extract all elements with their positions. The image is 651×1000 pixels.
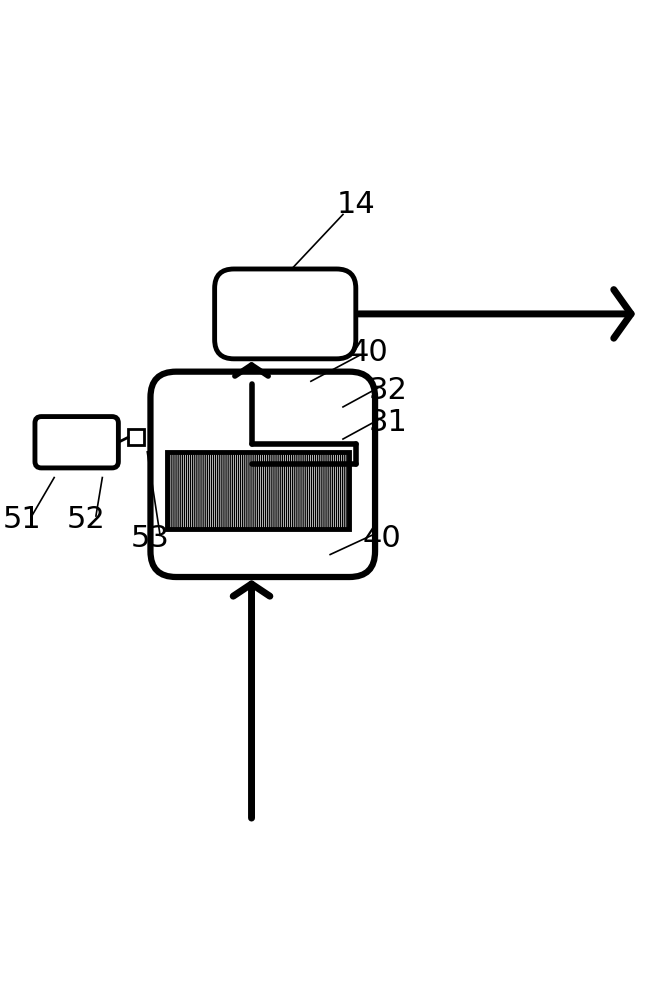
FancyBboxPatch shape <box>35 417 118 468</box>
Text: 40: 40 <box>362 524 401 553</box>
Text: 14: 14 <box>337 190 375 219</box>
FancyBboxPatch shape <box>215 269 356 359</box>
Bar <box>128 429 144 445</box>
Bar <box>167 452 350 529</box>
Text: 32: 32 <box>368 376 408 405</box>
FancyBboxPatch shape <box>150 372 375 577</box>
Text: 53: 53 <box>131 524 170 553</box>
Text: 40: 40 <box>350 338 388 367</box>
Text: 51: 51 <box>3 505 42 534</box>
Text: 52: 52 <box>67 505 105 534</box>
Text: 31: 31 <box>368 408 408 437</box>
